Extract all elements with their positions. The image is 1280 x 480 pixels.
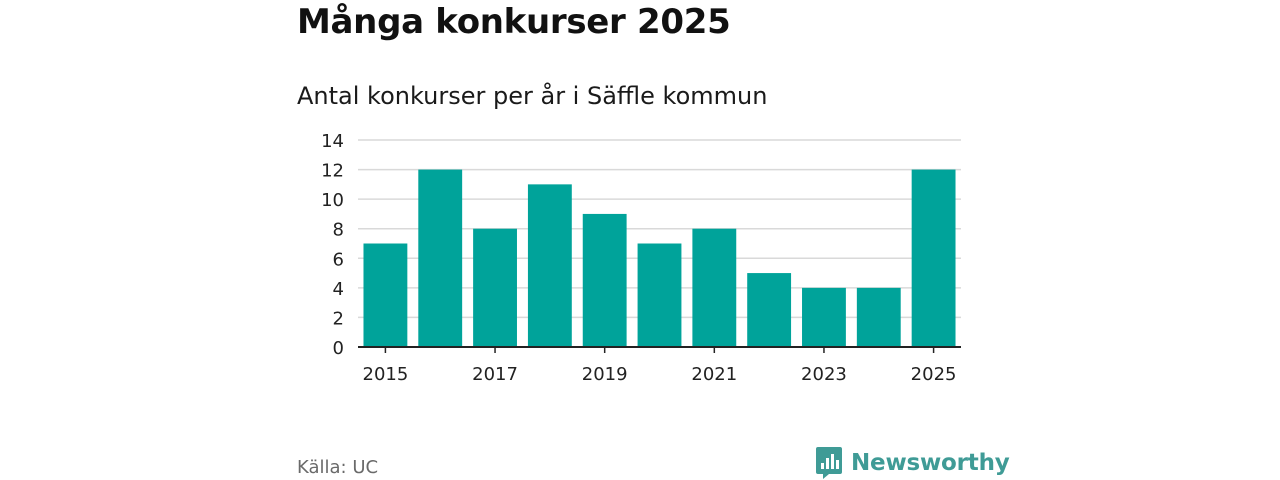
chart-title: Många konkurser 2025: [297, 2, 731, 42]
x-tick-label: 2025: [911, 364, 957, 385]
bar-2021: [692, 228, 737, 347]
bar-2022: [747, 273, 792, 347]
chart-subtitle: Antal konkurser per år i Säffle kommun: [297, 82, 768, 110]
tick-labels: 0 2 4 6 8 10 12 14 2015 2017 2019 2021 2023 2025: [321, 131, 956, 385]
x-tick-label: 2019: [582, 364, 628, 385]
bar-2023: [802, 287, 846, 347]
bar-2018: [527, 184, 572, 347]
x-tick-label: 2023: [801, 364, 847, 385]
bar-2025: [911, 169, 956, 347]
y-tick-label: 8: [333, 220, 344, 241]
y-tick-label: 12: [321, 161, 344, 182]
y-tick-label: 0: [333, 338, 344, 359]
bars: [363, 169, 956, 347]
bar-2019: [582, 213, 627, 347]
x-tick-label: 2015: [363, 364, 409, 385]
source-note: Källa: UC: [297, 457, 379, 478]
bar-2015: [363, 243, 408, 347]
y-tick-label: 6: [333, 249, 344, 270]
bar-2024: [856, 287, 901, 347]
y-tick-label: 14: [321, 131, 344, 152]
bar-2016: [418, 169, 463, 347]
axes: [358, 346, 961, 353]
bar-2020: [637, 243, 682, 347]
bar-2017: [473, 228, 517, 347]
x-tick-label: 2021: [691, 364, 737, 385]
brand-name: Newsworthy: [851, 450, 1010, 476]
y-tick-label: 4: [333, 279, 344, 300]
y-tick-label: 2: [333, 308, 344, 329]
y-tick-label: 10: [321, 190, 344, 211]
x-tick-label: 2017: [472, 364, 518, 385]
newsworthy-logo-icon: [816, 447, 842, 479]
brand-logo: Newsworthy: [815, 446, 1010, 480]
